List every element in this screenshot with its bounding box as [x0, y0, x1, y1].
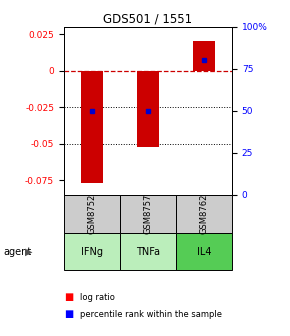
Bar [176, 233, 232, 270]
Text: agent: agent [3, 247, 31, 257]
Text: TNFa: TNFa [136, 247, 160, 257]
Bar [64, 233, 120, 270]
Bar [64, 195, 120, 233]
Bar [137, 71, 159, 147]
Text: GSM8757: GSM8757 [143, 194, 153, 234]
Bar [120, 195, 176, 233]
Text: IL4: IL4 [197, 247, 211, 257]
Bar [176, 195, 232, 233]
Text: ■: ■ [64, 292, 73, 302]
Text: log ratio: log ratio [80, 293, 115, 302]
Text: percentile rank within the sample: percentile rank within the sample [80, 310, 222, 319]
Title: GDS501 / 1551: GDS501 / 1551 [103, 13, 193, 26]
Bar [193, 41, 215, 71]
Text: ▶: ▶ [25, 247, 33, 257]
Text: ■: ■ [64, 309, 73, 319]
Text: GSM8762: GSM8762 [200, 194, 209, 234]
Bar [81, 71, 103, 183]
Bar [120, 233, 176, 270]
Text: GSM8752: GSM8752 [87, 194, 96, 234]
Text: IFNg: IFNg [81, 247, 103, 257]
